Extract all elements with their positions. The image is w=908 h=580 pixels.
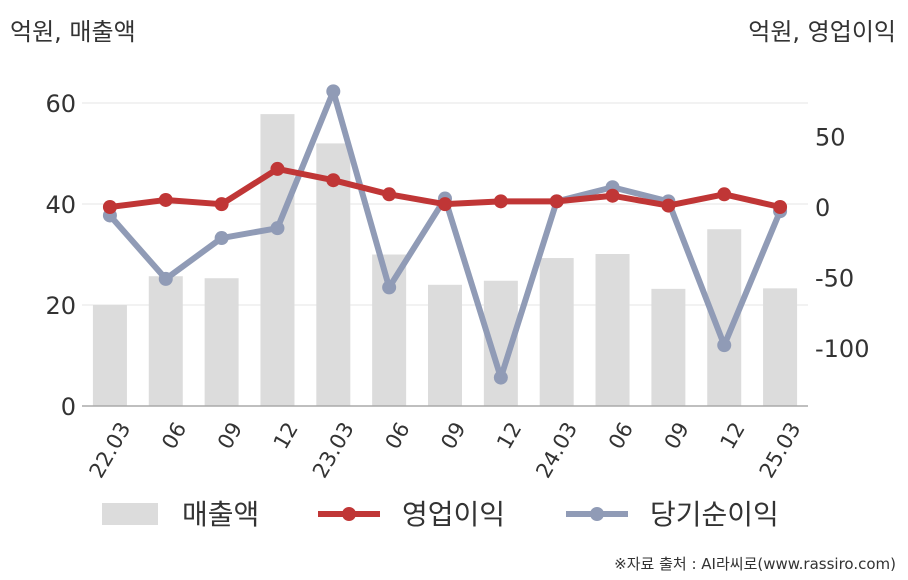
operating-profit-point xyxy=(605,188,620,203)
x-tick-label: 06 xyxy=(157,418,191,453)
legend-label-net: 당기순이익 xyxy=(650,498,779,531)
x-tick-label: 23.03 xyxy=(308,418,359,482)
legend-marker-operating xyxy=(342,507,356,521)
x-tick-label: 12 xyxy=(269,418,303,453)
x-tick-label: 22.03 xyxy=(85,418,136,482)
net-income-point xyxy=(214,231,229,246)
left-tick-label: 60 xyxy=(45,90,76,118)
operating-profit-point xyxy=(549,194,564,209)
revenue-bar xyxy=(428,284,462,406)
net-income-point xyxy=(493,370,508,385)
operating-profit-point xyxy=(214,197,229,212)
left-tick-label: 40 xyxy=(45,191,76,219)
right-tick-label: 50 xyxy=(815,124,846,152)
net-income-point xyxy=(326,84,341,99)
net-income-point xyxy=(270,221,285,236)
left-axis-unit: 억원, 매출액 xyxy=(10,18,136,46)
right-tick-label: -50 xyxy=(815,265,854,293)
x-tick-label: 12 xyxy=(492,418,526,453)
x-tick-label: 09 xyxy=(660,418,694,453)
legend-marker-net xyxy=(590,507,604,521)
legend-label-revenue: 매출액 xyxy=(182,498,259,531)
net-income-point xyxy=(382,280,397,295)
operating-profit-point xyxy=(493,194,508,209)
source-note: ※자료 출처 : AI라씨로(www.rassiro.com) xyxy=(614,555,896,573)
operating-profit-point xyxy=(102,200,117,214)
operating-profit-point xyxy=(438,197,452,212)
legend-label-operating: 영업이익 xyxy=(402,498,505,531)
revenue-bar xyxy=(539,258,574,406)
x-tick-label: 09 xyxy=(436,418,470,453)
net-income-point xyxy=(717,338,732,353)
x-tick-label: 06 xyxy=(380,418,414,453)
x-tick-label: 25.03 xyxy=(755,418,806,482)
x-tick-label: 09 xyxy=(213,418,247,453)
x-tick-label: 24.03 xyxy=(531,418,582,482)
operating-profit-point xyxy=(717,187,732,202)
revenue-bar xyxy=(148,276,183,406)
right-tick-label: -100 xyxy=(815,335,869,363)
operating-profit-point xyxy=(158,192,173,207)
operating-profit-point xyxy=(661,198,676,213)
revenue-bar xyxy=(92,305,127,406)
revenue-bar xyxy=(204,278,239,406)
net-income-point xyxy=(158,271,173,286)
operating-profit-point xyxy=(382,187,397,202)
x-tick-label: 06 xyxy=(604,418,638,453)
x-tick-label: 12 xyxy=(716,418,750,453)
right-axis-unit: 억원, 영업이익 xyxy=(748,18,896,46)
operating-profit-point xyxy=(270,161,285,176)
revenue-bar xyxy=(763,288,798,406)
legend-swatch-revenue xyxy=(102,503,158,525)
left-tick-label: 20 xyxy=(45,292,76,320)
left-tick-label: 0 xyxy=(61,393,76,421)
operating-profit-point xyxy=(326,173,341,188)
revenue-bar xyxy=(260,114,295,407)
revenue-bar xyxy=(595,253,630,406)
revenue-bar xyxy=(651,288,686,406)
right-tick-label: 0 xyxy=(815,194,830,222)
operating-profit-point xyxy=(773,200,788,214)
